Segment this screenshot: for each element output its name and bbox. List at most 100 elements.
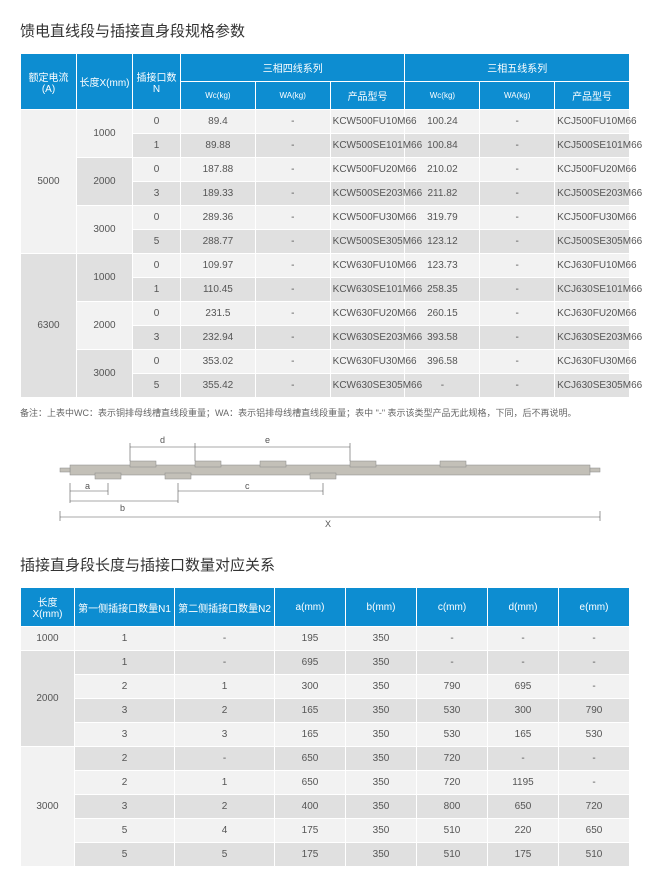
table-row: 54175350510220650 — [21, 819, 630, 843]
cell-wc1: 89.4 — [181, 110, 256, 134]
cell-a: 695 — [275, 651, 346, 675]
cell-d: 165 — [488, 723, 559, 747]
cell-c: 510 — [417, 843, 488, 867]
cell-a: 195 — [275, 627, 346, 651]
cell-wc1: 353.02 — [181, 350, 256, 374]
cell-m2: KCJ500FU30M66 — [555, 206, 630, 230]
cell-length: 3000 — [77, 350, 133, 398]
cell-wa1: - — [255, 350, 330, 374]
cell-b: 350 — [346, 819, 417, 843]
cell-len: 2000 — [21, 651, 75, 747]
cell-d: - — [488, 627, 559, 651]
cell-c: - — [417, 627, 488, 651]
cell-n: 5 — [133, 374, 181, 398]
cell-wa2: - — [480, 254, 555, 278]
cell-a: 650 — [275, 747, 346, 771]
table-row: 30000353.02-KCW630FU30M66396.58-KCJ630FU… — [21, 350, 630, 374]
cell-m1: KCW500FU30M66 — [330, 206, 405, 230]
cell-wc1: 109.97 — [181, 254, 256, 278]
cell-c: 530 — [417, 723, 488, 747]
cell-n1: 2 — [75, 771, 175, 795]
section1-title: 馈电直线段与插接直身段规格参数 — [20, 20, 630, 41]
table-row: 20000187.88-KCW500FU20M66210.02-KCJ500FU… — [21, 158, 630, 182]
cell-d: 175 — [488, 843, 559, 867]
cell-wc1: 89.88 — [181, 134, 256, 158]
svg-text:X: X — [325, 519, 331, 529]
cell-m1: KCW500FU20M66 — [330, 158, 405, 182]
cell-e: - — [559, 771, 630, 795]
cell-d: 1195 — [488, 771, 559, 795]
cell-wc1: 110.45 — [181, 278, 256, 302]
cell-d: 220 — [488, 819, 559, 843]
cell-m1: KCW630SE101M66 — [330, 278, 405, 302]
cell-wa1: - — [255, 326, 330, 350]
cell-current: 5000 — [21, 110, 77, 254]
spec-table: 额定电流(A) 长度X(mm) 插接口数N 三相四线系列 三相五线系列 Wc(k… — [20, 53, 630, 398]
table-row: 216503507201195- — [21, 771, 630, 795]
cell-m2: KCJ630SE203M66 — [555, 326, 630, 350]
cell-a: 175 — [275, 819, 346, 843]
cell-c: 800 — [417, 795, 488, 819]
cell-n2: 1 — [175, 675, 275, 699]
cell-n1: 2 — [75, 675, 175, 699]
cell-c: 720 — [417, 771, 488, 795]
th-wa2: WA(kg) — [480, 82, 555, 110]
cell-m1: KCW500FU10M66 — [330, 110, 405, 134]
cell-len: 3000 — [21, 747, 75, 867]
th2-c: c(mm) — [417, 588, 488, 627]
cell-n1: 3 — [75, 699, 175, 723]
cell-d: - — [488, 651, 559, 675]
cell-n: 1 — [133, 134, 181, 158]
cell-length: 2000 — [77, 302, 133, 350]
th-wc1: Wc(kg) — [181, 82, 256, 110]
cell-b: 350 — [346, 699, 417, 723]
svg-text:a: a — [85, 481, 90, 491]
cell-wa1: - — [255, 302, 330, 326]
th-wc2: Wc(kg) — [405, 82, 480, 110]
table-row: 21300350790695- — [21, 675, 630, 699]
cell-n: 0 — [133, 110, 181, 134]
cell-n2: 3 — [175, 723, 275, 747]
cell-m1: KCW630SE305M66 — [330, 374, 405, 398]
cell-n1: 3 — [75, 723, 175, 747]
cell-n: 3 — [133, 326, 181, 350]
cell-wa2: - — [480, 206, 555, 230]
cell-e: 720 — [559, 795, 630, 819]
table-note: 备注：上表中WC：表示铜排母线槽直线段重量；WA：表示铝排母线槽直线段重量；表中… — [20, 406, 630, 419]
cell-wa1: - — [255, 254, 330, 278]
cell-c: 530 — [417, 699, 488, 723]
cell-wa1: - — [255, 278, 330, 302]
th-wa1: WA(kg) — [255, 82, 330, 110]
th-n: 插接口数N — [133, 54, 181, 110]
th2-n2: 第二侧插接口数量N2 — [175, 588, 275, 627]
table-row: 32165350530300790 — [21, 699, 630, 723]
cell-length: 1000 — [77, 110, 133, 158]
cell-length: 3000 — [77, 206, 133, 254]
th-group2: 三相五线系列 — [405, 54, 630, 82]
th2-n1: 第一侧插接口数量N1 — [75, 588, 175, 627]
table-row: 10001-195350--- — [21, 627, 630, 651]
cell-current: 6300 — [21, 254, 77, 398]
cell-n: 0 — [133, 350, 181, 374]
table-row: 30000289.36-KCW500FU30M66319.79-KCJ500FU… — [21, 206, 630, 230]
cell-m2: KCJ500FU10M66 — [555, 110, 630, 134]
cell-m2: KCJ500SE305M66 — [555, 230, 630, 254]
cell-m2: KCJ630FU10M66 — [555, 254, 630, 278]
cell-n1: 5 — [75, 819, 175, 843]
cell-a: 165 — [275, 723, 346, 747]
cell-wc1: 289.36 — [181, 206, 256, 230]
cell-m2: KCJ630SE305M66 — [555, 374, 630, 398]
cell-e: 530 — [559, 723, 630, 747]
cell-wc1: 355.42 — [181, 374, 256, 398]
cell-wa1: - — [255, 110, 330, 134]
cell-wa1: - — [255, 374, 330, 398]
cell-wa2: - — [480, 374, 555, 398]
cell-n: 0 — [133, 254, 181, 278]
cell-e: 510 — [559, 843, 630, 867]
busbar-diagram: d e a b c X — [20, 423, 630, 533]
table-row: 20001-695350--- — [21, 651, 630, 675]
cell-wc1: 288.77 — [181, 230, 256, 254]
cell-len: 1000 — [21, 627, 75, 651]
cell-m1: KCW630FU10M66 — [330, 254, 405, 278]
cell-n2: - — [175, 747, 275, 771]
